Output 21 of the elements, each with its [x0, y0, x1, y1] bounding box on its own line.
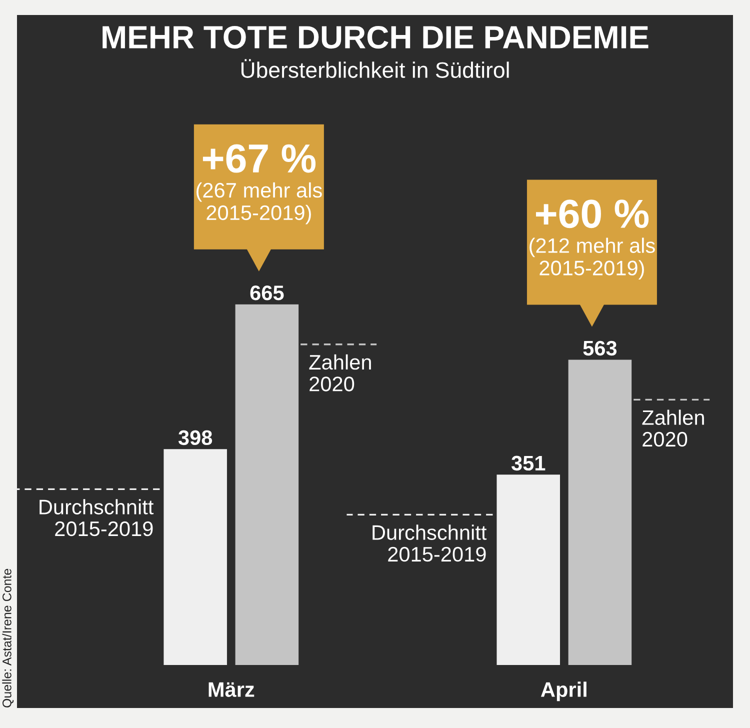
x-tick-label: April: [540, 682, 586, 702]
text: (212 mehr als 2015-2019): [530, 238, 655, 280]
data-label: 398: [178, 430, 212, 446]
source-note: Quelle: Astat/Irene Conte: [2, 568, 14, 708]
text: +67 %: [202, 144, 316, 173]
data-label: 665: [250, 286, 284, 300]
chart-title: MEHR TOTE DURCH DIE PANDEMIE: [102, 26, 648, 49]
chart-subtitle: Übersterblichkeit in Südtirol: [241, 59, 509, 78]
series-label: Durchschnitt 2015-2019: [40, 499, 154, 536]
data-label: 351: [511, 456, 546, 471]
text: +60 %: [536, 200, 649, 228]
bar: [235, 304, 299, 665]
text: Zahlen 2020: [642, 410, 704, 447]
data-label: 563: [583, 340, 617, 356]
text: (267 mehr als 2015-2019): [196, 182, 322, 224]
x-tick-label: März: [208, 682, 254, 697]
bar: [496, 474, 560, 665]
bar: [164, 449, 227, 665]
legend-label: Zahlen 2020: [309, 354, 371, 392]
text: Durchschnitt 2015-2019: [372, 524, 487, 562]
bar: [568, 360, 632, 665]
